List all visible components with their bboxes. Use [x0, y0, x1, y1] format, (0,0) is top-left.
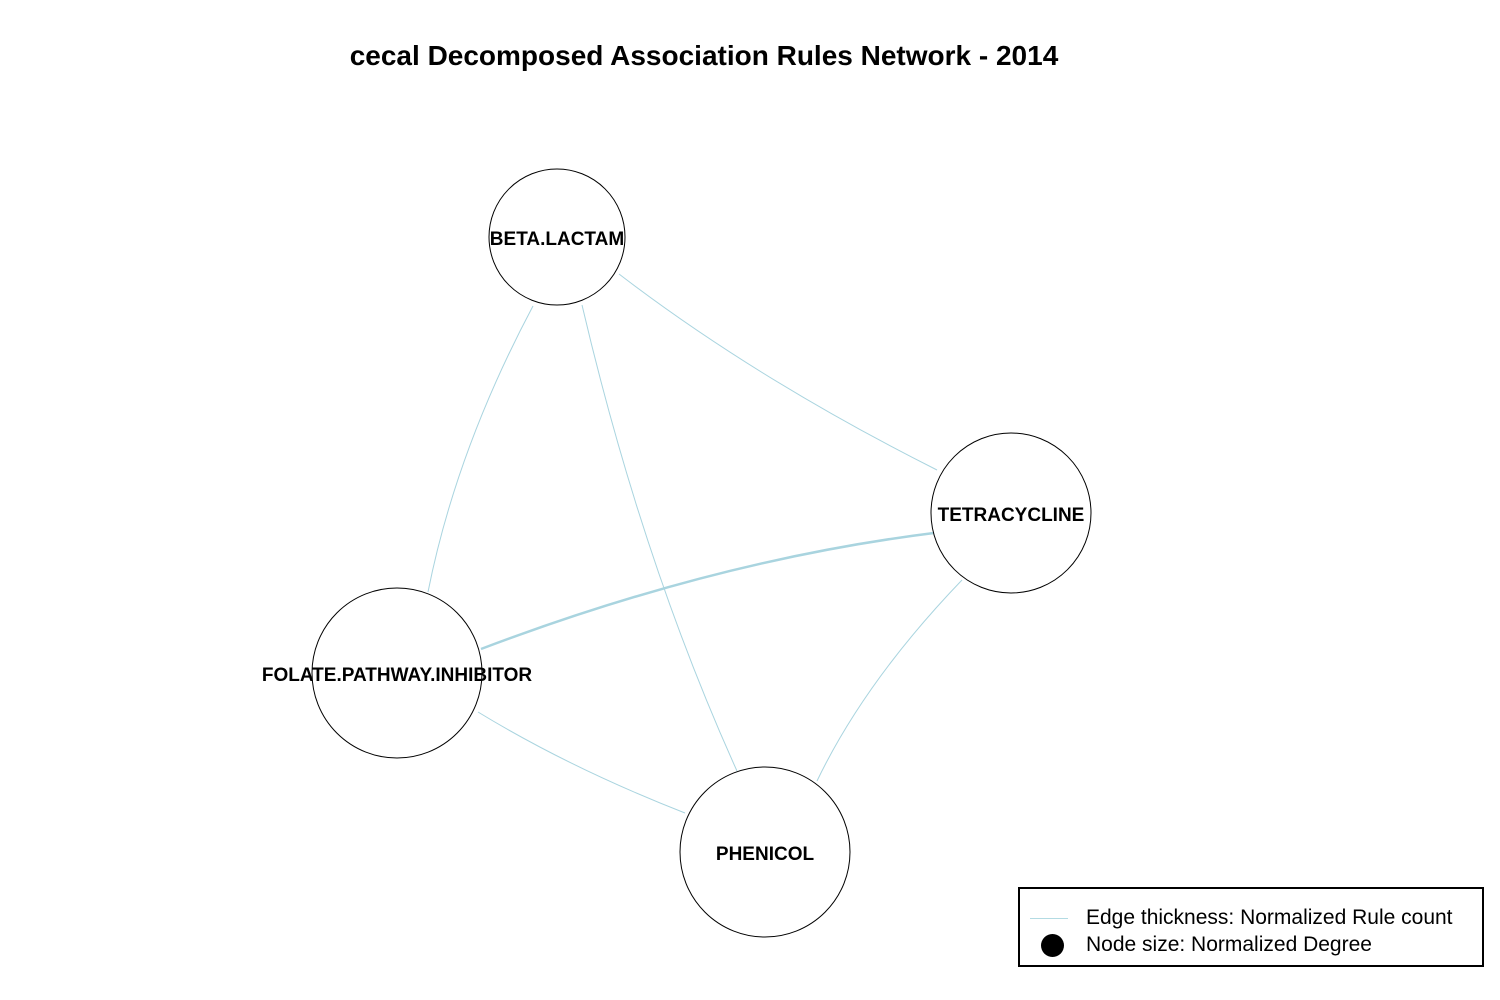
edge-beta-phenicol	[581, 304, 738, 772]
node-label-beta-lactam: BETA.LACTAM	[490, 229, 624, 250]
edge-folate-phenicol	[477, 711, 686, 814]
node-phenicol: PHENICOL	[679, 766, 851, 938]
edge-tetra-folate	[480, 531, 935, 651]
node-label-folate-pathway-inhibitor: FOLATE.PATHWAY.INHIBITOR	[262, 665, 533, 686]
legend-node-text: Node size: Normalized Degree	[1086, 933, 1372, 956]
node-layer: BETA.LACTAM TETRACYCLINE FOLATE.PATHWAY.…	[262, 168, 1092, 938]
node-folate-pathway-inhibitor: FOLATE.PATHWAY.INHIBITOR	[262, 587, 533, 759]
edge-tetra-phenicol	[816, 579, 963, 782]
legend: Edge thickness: Normalized Rule count No…	[1018, 887, 1484, 967]
filled-circle-icon	[1028, 931, 1068, 959]
edge-line-icon	[1028, 904, 1068, 932]
node-label-tetracycline: TETRACYCLINE	[938, 505, 1085, 526]
node-label-phenicol: PHENICOL	[716, 844, 815, 865]
edge-beta-tetra	[618, 273, 938, 471]
legend-edge-text: Edge thickness: Normalized Rule count	[1086, 906, 1453, 929]
node-beta-lactam: BETA.LACTAM	[488, 168, 626, 306]
edge-beta-folate	[427, 305, 534, 593]
edge-layer	[427, 273, 963, 814]
node-tetracycline: TETRACYCLINE	[930, 432, 1092, 594]
chart-title: cecal Decomposed Association Rules Netwo…	[349, 40, 1059, 71]
